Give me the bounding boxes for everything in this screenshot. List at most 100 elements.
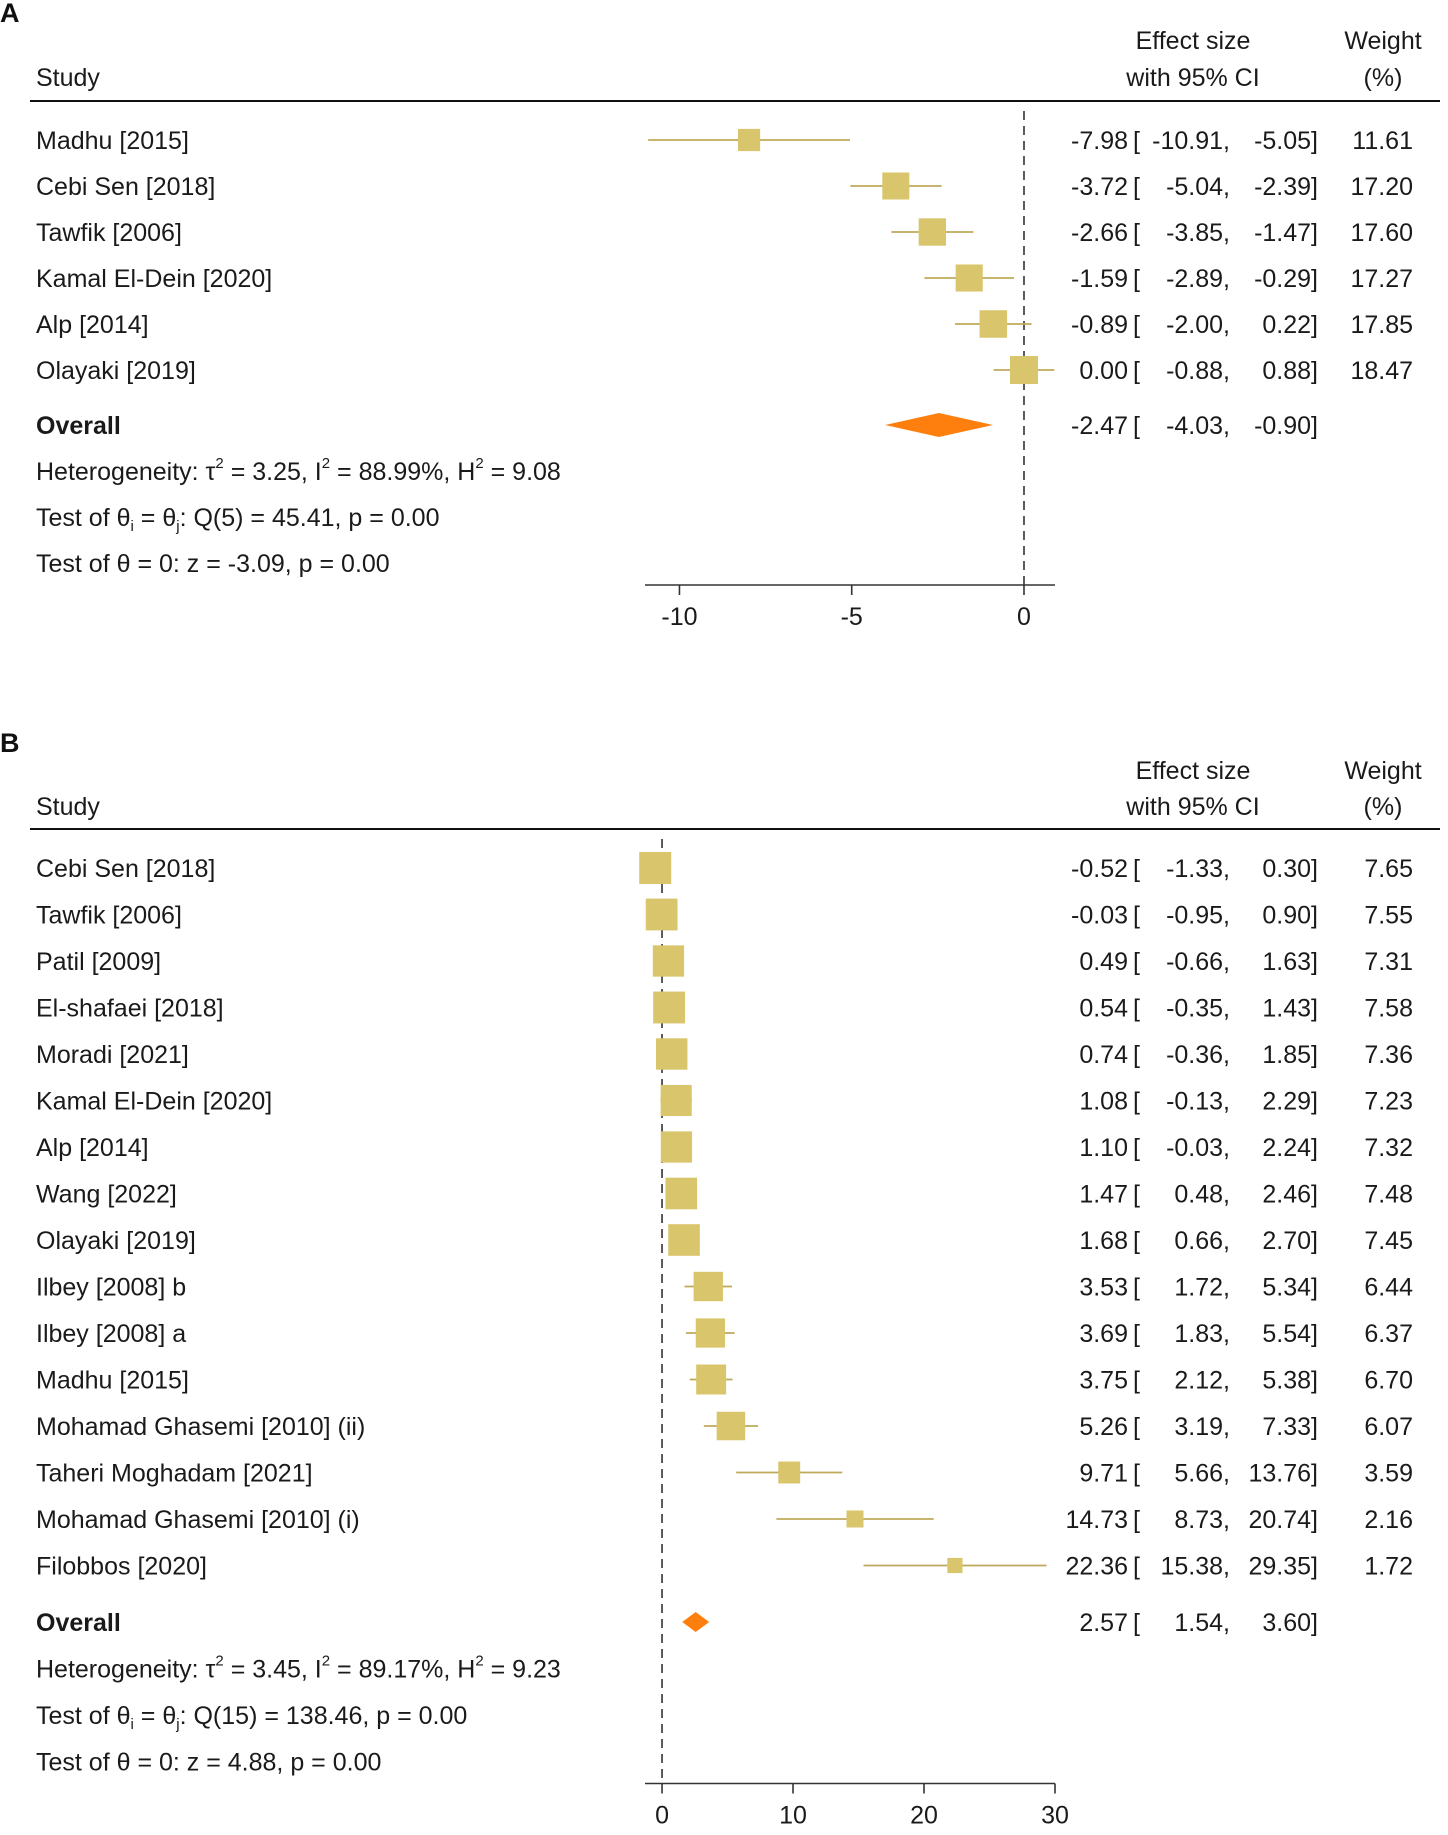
effect-box	[639, 852, 672, 884]
study-row: Tawfik [2006] -0.03[-0.95, 0.90] 7.55	[36, 898, 1413, 931]
weight-value: 2.16	[1364, 1506, 1413, 1534]
weight-value: 7.65	[1364, 855, 1413, 883]
study-name: Madhu [2015]	[36, 127, 189, 155]
panel-letter: A	[0, 0, 20, 28]
ci-lower: -0.66,	[1166, 948, 1230, 976]
effect-box	[778, 1461, 801, 1484]
ci-open-bracket: [	[1133, 1320, 1140, 1348]
text-span: : Q(5) = 45.41, p = 0.00	[180, 504, 440, 532]
ci-upper: 5.34]	[1262, 1274, 1318, 1302]
study-row: Mohamad Ghasemi [2010] (i) 14.73[8.73, 20.…	[36, 1506, 1413, 1534]
ci-open-bracket: [	[1133, 1506, 1140, 1534]
ci-upper: -0.29]	[1254, 265, 1318, 293]
overall-row: Overall 2.57[1.54, 3.60]	[36, 1609, 1318, 1637]
weight-value: 6.70	[1364, 1367, 1413, 1395]
overall-ci-upper: 3.60]	[1262, 1609, 1318, 1637]
study-row: Alp [2014] 1.10[-0.03, 2.24] 7.32	[36, 1131, 1413, 1163]
study-name: Cebi Sen [2018]	[36, 855, 215, 883]
overall-row: Overall -2.47[-4.03, -0.90]	[36, 412, 1318, 440]
ci-upper: 5.54]	[1262, 1320, 1318, 1348]
study-name: Cebi Sen [2018]	[36, 173, 215, 201]
ci-open-bracket: [	[1133, 1041, 1140, 1069]
weight-value: 17.85	[1350, 311, 1413, 339]
study-row: Alp [2014] -0.89[-2.00, 0.22] 17.85	[36, 310, 1413, 339]
ci-upper: 29.35]	[1248, 1553, 1318, 1581]
effect-value: -3.72	[1071, 173, 1128, 201]
effect-value: -0.03	[1071, 902, 1128, 930]
text-span: = 3.25, I	[224, 458, 322, 486]
study-row: Taheri Moghadam [2021] 9.71[5.66, 13.76] 3.…	[36, 1460, 1413, 1488]
study-name: Moradi [2021]	[36, 1041, 189, 1069]
study-name: Patil [2009]	[36, 948, 161, 976]
overall-effect-value: -2.47	[1071, 412, 1128, 440]
ci-upper: 1.63]	[1262, 948, 1318, 976]
z-test-stats: Test of θ = 0: z = -3.09, p = 0.00	[36, 550, 390, 578]
study-name: Wang [2022]	[36, 1181, 177, 1209]
ci-lower: -10.91,	[1152, 127, 1230, 155]
q-test-stats: Test of θi = θj: Q(5) = 45.41, p = 0.00	[36, 504, 439, 535]
superscript: 2	[215, 455, 223, 472]
header-study: Study	[36, 64, 100, 92]
subscript: j	[175, 1716, 179, 1733]
text-span: = 9.08	[484, 458, 561, 486]
study-name: Mohamad Ghasemi [2010] (ii)	[36, 1413, 365, 1441]
weight-value: 7.58	[1364, 995, 1413, 1023]
overall-label: Overall	[36, 1609, 121, 1637]
forest-panel-a: A Study Effect size with 95% CI Weight (%) Mad…	[0, 0, 1440, 631]
effect-box	[737, 128, 761, 152]
study-row: Wang [2022] 1.47[0.48, 2.46] 7.48	[36, 1177, 1413, 1210]
overall-ci-upper: -0.90]	[1254, 412, 1318, 440]
ci-lower: 1.83,	[1174, 1320, 1230, 1348]
study-name: Kamal El-Dein [2020]	[36, 1088, 272, 1116]
x-tick-label: -10	[661, 603, 697, 631]
effect-box	[918, 218, 947, 246]
effect-box	[979, 310, 1008, 338]
study-row: Ilbey [2008] b 3.53[1.72, 5.34] 6.44	[36, 1271, 1413, 1302]
text-span: : Q(15) = 138.46, p = 0.00	[180, 1702, 468, 1730]
ci-open-bracket: [	[1133, 1088, 1140, 1116]
x-tick-label: 0	[1017, 603, 1031, 631]
effect-box	[1009, 356, 1038, 384]
header-effect-size: Effect size	[1136, 27, 1251, 55]
subscript: j	[175, 518, 179, 535]
ci-lower: -1.33,	[1166, 855, 1230, 883]
ci-upper: 7.33]	[1262, 1413, 1318, 1441]
ci-open-bracket: [	[1133, 1181, 1140, 1209]
text-span: Test of θ	[36, 504, 131, 532]
effect-box	[716, 1411, 746, 1441]
study-name: Olayaki [2019]	[36, 357, 196, 385]
study-name: Alp [2014]	[36, 1134, 149, 1162]
study-row: Kamal El-Dein [2020] 1.08[-0.13, 2.29] 7.23	[36, 1084, 1413, 1117]
weight-value: 7.36	[1364, 1041, 1413, 1069]
effect-box	[645, 898, 678, 931]
study-name: Ilbey [2008] a	[36, 1320, 186, 1348]
x-tick-label: 30	[1041, 1802, 1069, 1830]
effect-value: 14.73	[1065, 1506, 1128, 1534]
study-name: Tawfik [2006]	[36, 219, 182, 247]
ci-lower: -2.89,	[1166, 265, 1230, 293]
study-row: Madhu [2015] -7.98[-10.91, -5.05] 11.61	[36, 127, 1413, 155]
ci-open-bracket: [	[1133, 855, 1140, 883]
x-tick-label: 10	[779, 1802, 807, 1830]
effect-value: 0.54	[1079, 995, 1128, 1023]
effect-box	[955, 264, 983, 292]
effect-box	[660, 1131, 693, 1163]
effect-value: 0.00	[1079, 357, 1128, 385]
overall-ci-lower: 1.54,	[1174, 1609, 1230, 1637]
weight-value: 7.23	[1364, 1088, 1413, 1116]
ci-lower: 15.38,	[1160, 1553, 1230, 1581]
study-name: Tawfik [2006]	[36, 902, 182, 930]
ci-open-bracket: [	[1133, 902, 1140, 930]
x-tick-label: 0	[655, 1802, 669, 1830]
text-span: = θ	[134, 1702, 176, 1730]
ci-upper: -5.05]	[1254, 127, 1318, 155]
ci-open-bracket: [	[1133, 1553, 1140, 1581]
study-row: Kamal El-Dein [2020] -1.59[-2.89, -0.29] 17…	[36, 264, 1413, 293]
ci-upper: 2.24]	[1262, 1134, 1318, 1162]
text-span: Heterogeneity: τ	[36, 1656, 216, 1684]
weight-value: 3.59	[1364, 1460, 1413, 1488]
study-name: Taheri Moghadam [2021]	[36, 1460, 313, 1488]
weight-value: 6.44	[1364, 1274, 1413, 1302]
study-row: Tawfik [2006] -2.66[-3.85, -1.47] 17.60	[36, 218, 1413, 247]
weight-value: 6.37	[1364, 1320, 1413, 1348]
